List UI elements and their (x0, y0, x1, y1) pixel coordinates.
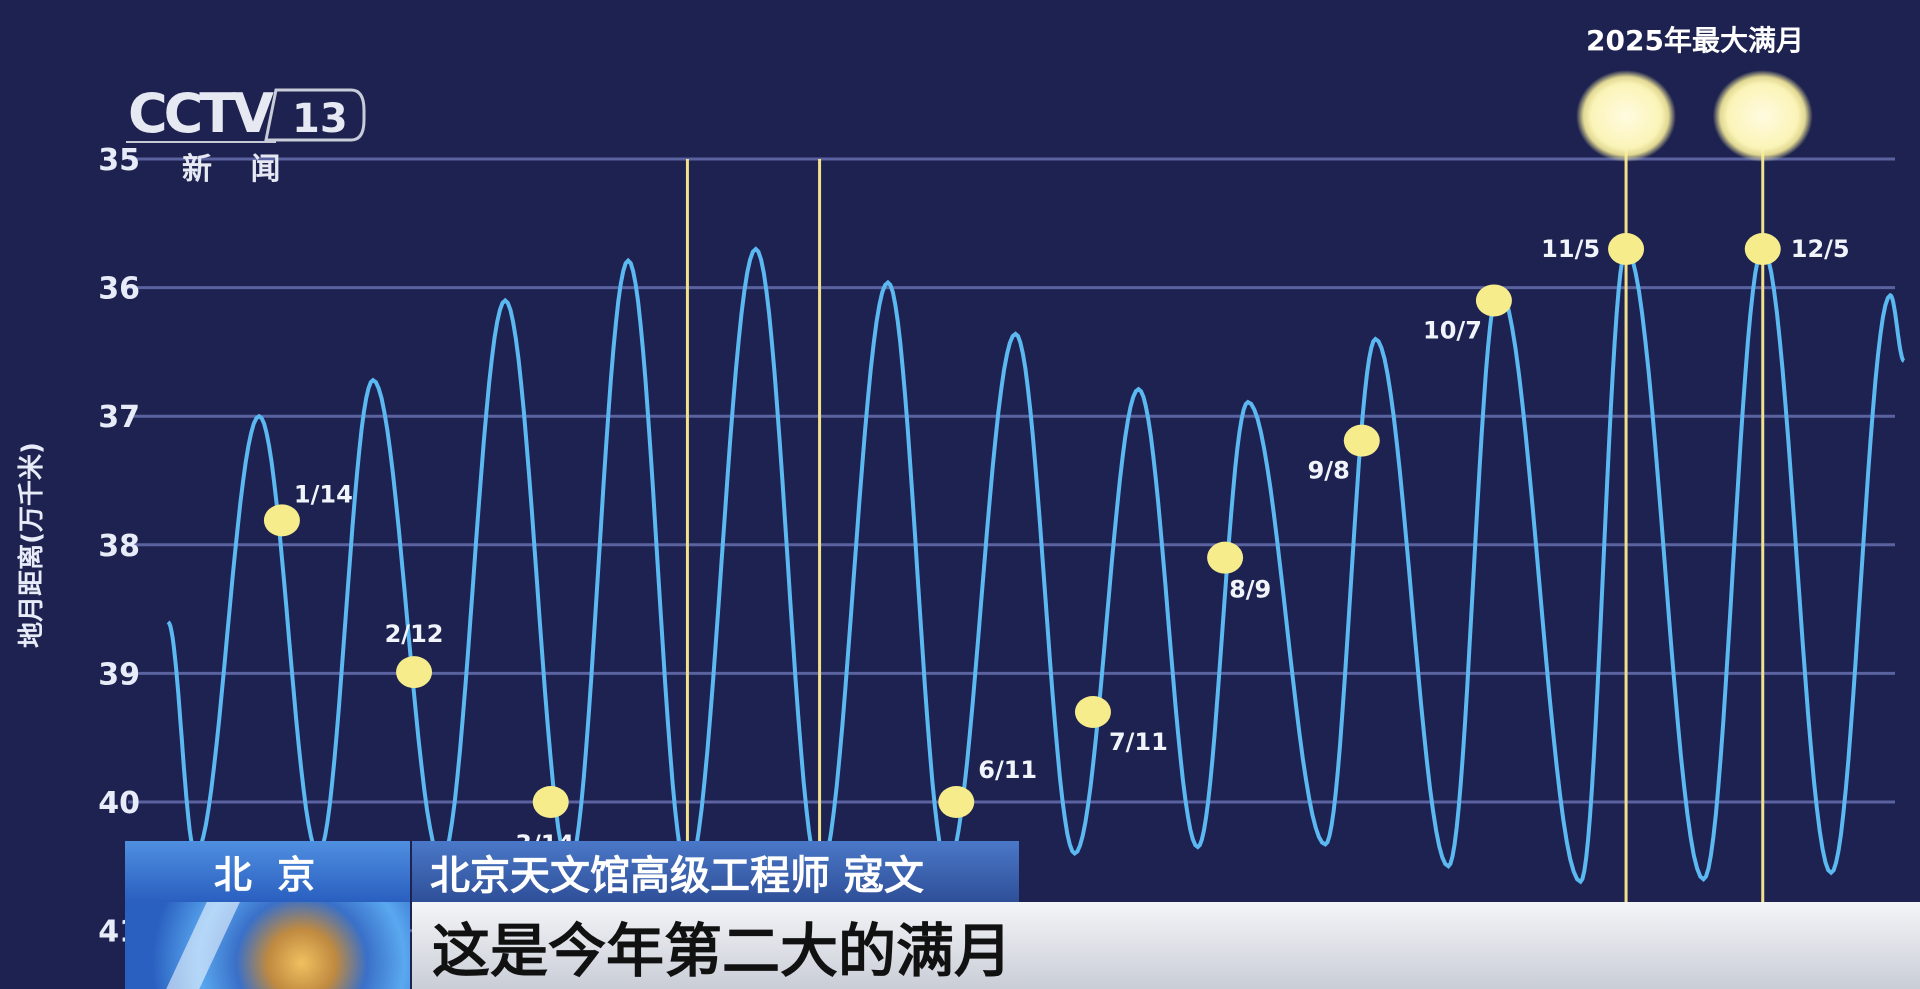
full-moon-marker (1608, 233, 1645, 266)
full-moon-marker (1074, 695, 1111, 728)
full-moon-marker (1343, 424, 1380, 457)
full-moon-label: 8/9 (1229, 576, 1271, 604)
full-moon-label: 9/8 (1308, 457, 1350, 485)
lower-third-banner: 北 京 北京天文馆高级工程师 寇文 这是今年第二大的满月 (125, 841, 1920, 989)
globe-graphic (125, 902, 410, 989)
location-label: 北 京 (125, 841, 410, 902)
distance-curve (166, 246, 1906, 885)
channel-name: 新 闻 (182, 152, 295, 187)
full-moon-label: 7/11 (1109, 728, 1168, 756)
y-tick-label: 40 (98, 786, 140, 821)
full-moon-marker (396, 656, 433, 689)
full-moon-label: 2/12 (385, 620, 444, 648)
full-moon-label: 10/7 (1423, 316, 1482, 344)
y-axis-label: 地月距离(万千米) (16, 442, 47, 648)
largest-full-moon-annotation: 2025年最大满月 (1586, 24, 1804, 57)
y-tick-label: 36 (98, 272, 140, 307)
full-moon-marker (1207, 541, 1244, 574)
full-moon-marker (1475, 284, 1512, 317)
speaker-label: 北京天文馆高级工程师 寇文 (412, 841, 1019, 902)
full-moon-label: 11/5 (1541, 235, 1600, 263)
full-moon-label: 6/11 (978, 756, 1037, 784)
y-tick-label: 37 (98, 400, 140, 435)
svg-text:13: 13 (292, 96, 348, 142)
svg-text:CCTV: CCTV (128, 82, 274, 145)
full-moon-label: 1/14 (294, 480, 353, 508)
full-moon-marker (938, 786, 975, 818)
large-moon-icon (1576, 70, 1677, 162)
full-moon-marker (532, 786, 569, 818)
subtitle-caption: 这是今年第二大的满月 (412, 902, 1920, 989)
y-tick-label: 39 (98, 657, 140, 692)
large-moon-icon (1712, 70, 1813, 162)
full-moon-label: 12/5 (1791, 235, 1850, 263)
full-moon-marker (263, 504, 300, 537)
cctv13-logo: CCTV 13 新 闻 (126, 80, 366, 187)
y-tick-label: 35 (98, 143, 140, 178)
full-moon-marker (1744, 233, 1781, 266)
y-tick-label: 38 (98, 529, 140, 564)
